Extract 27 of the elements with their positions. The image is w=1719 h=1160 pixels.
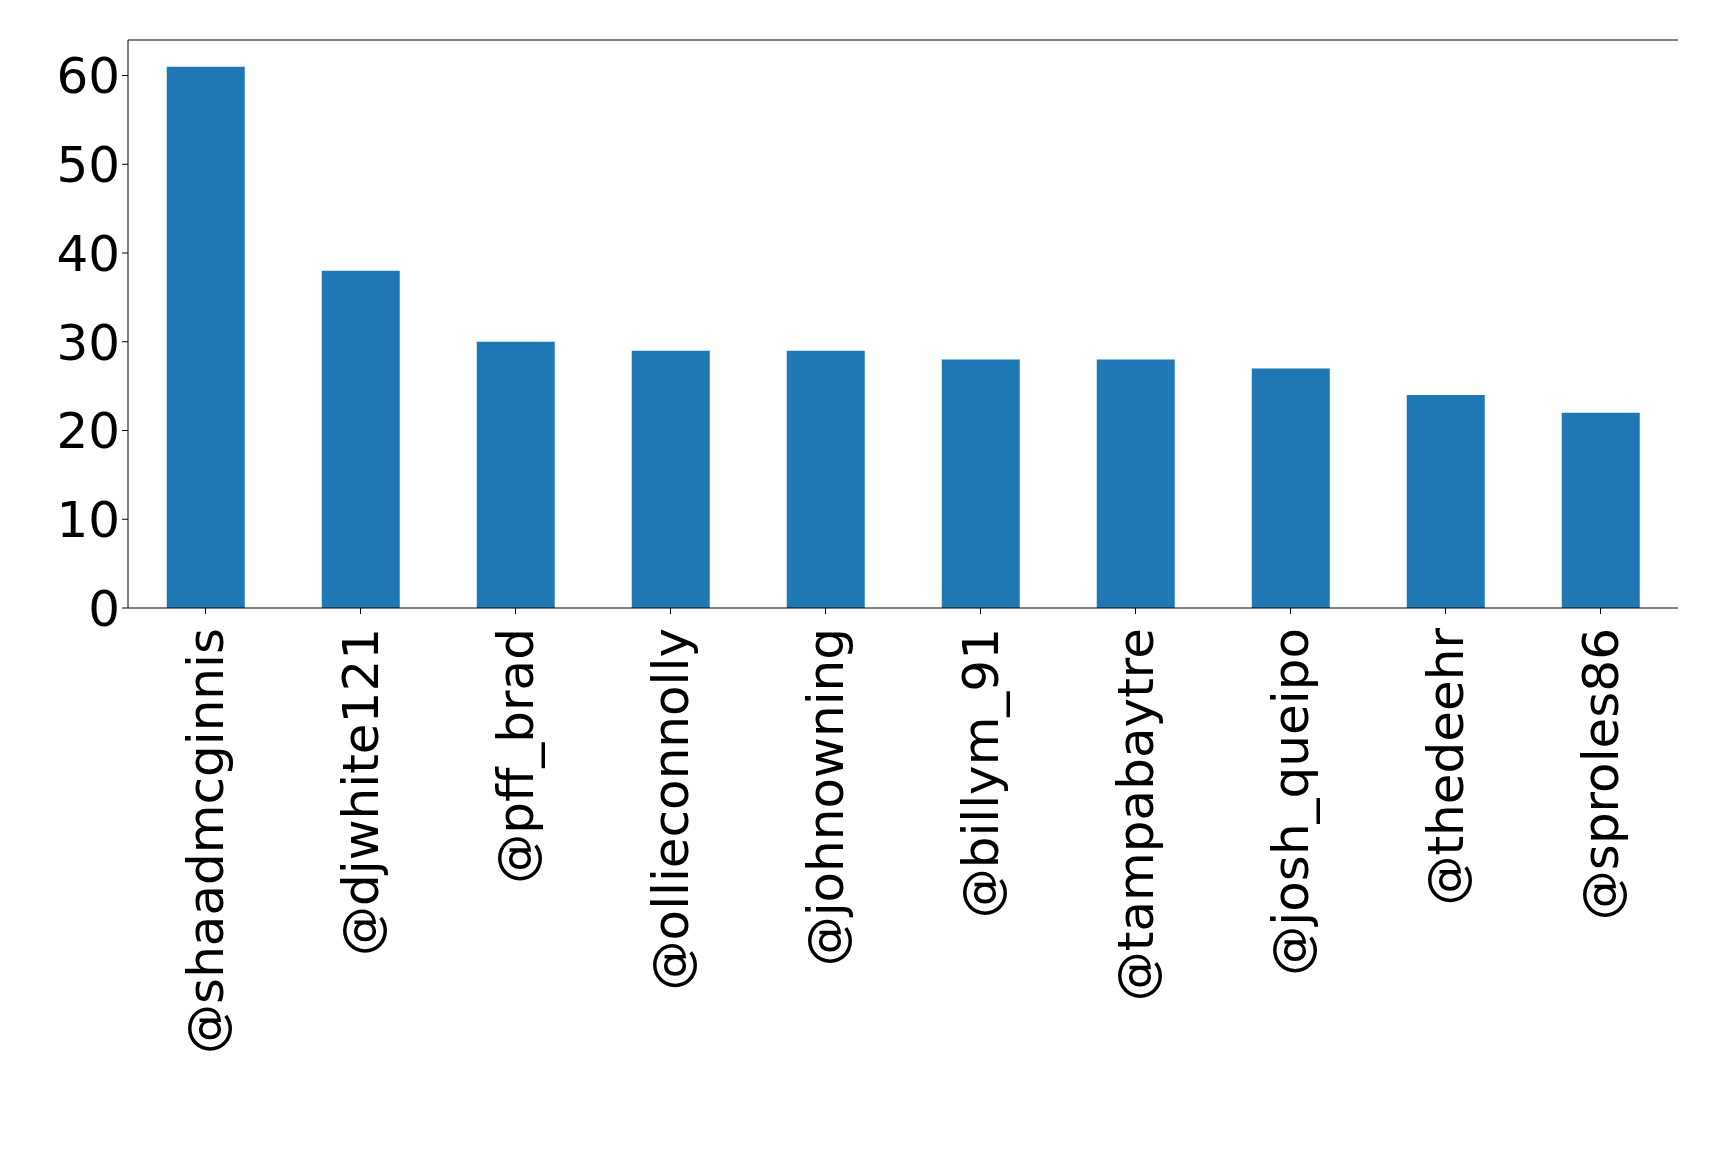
bar [786,350,865,608]
bar [1096,359,1175,608]
bar [941,359,1020,608]
bar [631,350,710,608]
x-tick-label: @josh_queipo [1262,628,1320,976]
y-tick-label: 40 [56,224,120,283]
x-tick-label: @tampabaytre [1107,628,1165,1002]
y-tick-label: 50 [56,136,120,194]
y-tick-label: 20 [56,402,120,461]
x-tick-label: @billym_91 [952,628,1010,919]
x-tick-label: @sproles86 [1572,628,1630,921]
y-tick-label: 30 [56,313,120,372]
bar [321,270,400,608]
x-tick-label: @shaadmcginnis [177,628,235,1054]
bar [1251,368,1330,608]
x-tick-label: @pff_brad [487,628,545,884]
bar [476,341,555,608]
y-tick-label: 60 [56,47,120,106]
x-tick-label: @johnowning [797,628,855,967]
x-tick-label: @djwhite121 [332,628,390,956]
x-tick-label: @ollieconnolly [642,628,700,991]
bar [1561,412,1640,608]
y-tick-label: 0 [88,579,120,638]
bar [166,66,245,608]
bar [1406,395,1485,608]
y-tick-label: 10 [56,491,120,549]
x-tick-label: @thedeehr [1417,627,1475,906]
